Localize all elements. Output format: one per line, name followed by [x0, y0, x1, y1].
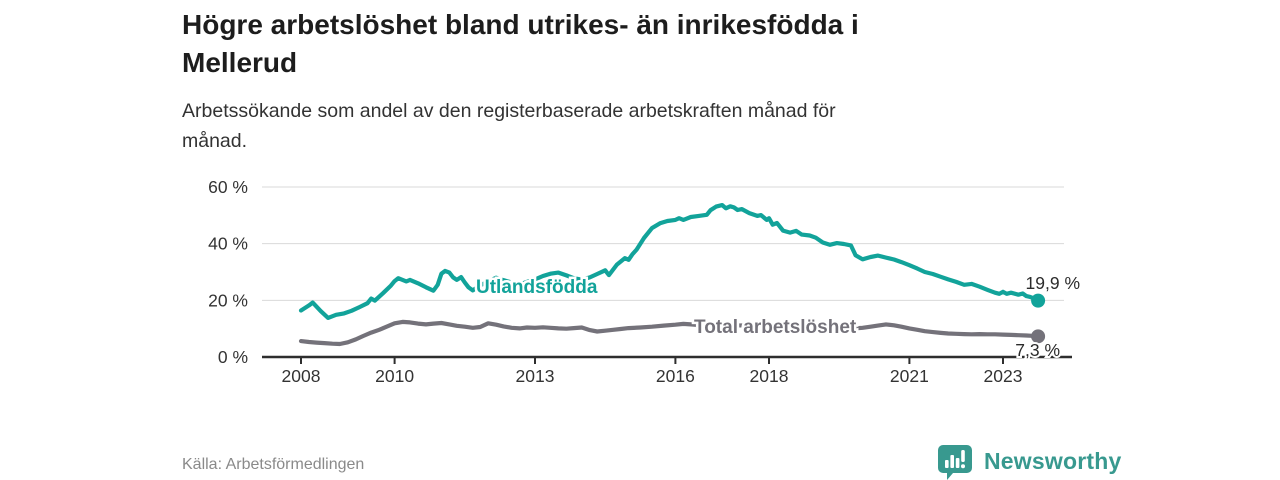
- end-value-label-utlandsfodda: 19,9 %: [1026, 273, 1080, 293]
- y-tick-label-40: 40 %: [208, 234, 248, 254]
- newsworthy-logo[interactable]: Newsworthy: [936, 442, 1121, 480]
- chart-subtitle: Arbetssökande som andel av den registerb…: [182, 96, 1122, 156]
- page-title: Högre arbetslöshet bland utrikes- än inr…: [182, 6, 1122, 82]
- end-value-label-total: 7,3 %: [1015, 340, 1060, 360]
- series-label-total: Total arbetslöshet: [694, 317, 857, 338]
- x-tick-label-2021: 2021: [890, 366, 929, 386]
- y-tick-label-60: 60 %: [208, 177, 248, 197]
- chart-footer: Källa: Arbetsförmedlingen Newsworthy: [0, 440, 1280, 480]
- end-dot-utlandsfodda: [1031, 293, 1046, 308]
- newsworthy-logo-text: Newsworthy: [984, 447, 1122, 474]
- series-lines: [298, 203, 1041, 347]
- title-line-2: Mellerud: [182, 47, 298, 78]
- newsworthy-bubble-chart-icon: [936, 442, 974, 480]
- end-dot-total: [1031, 329, 1046, 344]
- x-axis: [262, 355, 1072, 364]
- series-line-utlandsfodda: [298, 203, 1041, 320]
- subtitle-line-1: Arbetssökande som andel av den registerb…: [182, 100, 836, 122]
- x-tick-label-2018: 2018: [750, 366, 789, 386]
- x-axis-labels: 2008 2010 2013 2016 2018 2021 2023: [282, 366, 1023, 386]
- y-tick-label-0: 0 %: [218, 347, 248, 367]
- series-end-dots: [1031, 293, 1046, 344]
- y-tick-label-20: 20 %: [208, 290, 248, 310]
- gridlines: [262, 186, 1064, 301]
- x-tick-label-2010: 2010: [375, 366, 414, 386]
- series-label-utlandsfodda: Utlandsfödda: [476, 277, 598, 298]
- subtitle-line-2: månad.: [182, 130, 248, 152]
- y-axis-labels: 0 % 20 % 40 % 60 %: [208, 177, 248, 367]
- x-tick-label-2013: 2013: [516, 366, 555, 386]
- x-tick-label-2016: 2016: [656, 366, 695, 386]
- title-line-1: Högre arbetslöshet bland utrikes- än inr…: [182, 9, 859, 40]
- x-tick-label-2023: 2023: [984, 366, 1023, 386]
- series-line-total: [298, 319, 1041, 347]
- chart-header: Högre arbetslöshet bland utrikes- än inr…: [182, 6, 1122, 156]
- source-attribution: Källa: Arbetsförmedlingen: [182, 456, 365, 473]
- x-tick-label-2008: 2008: [282, 366, 321, 386]
